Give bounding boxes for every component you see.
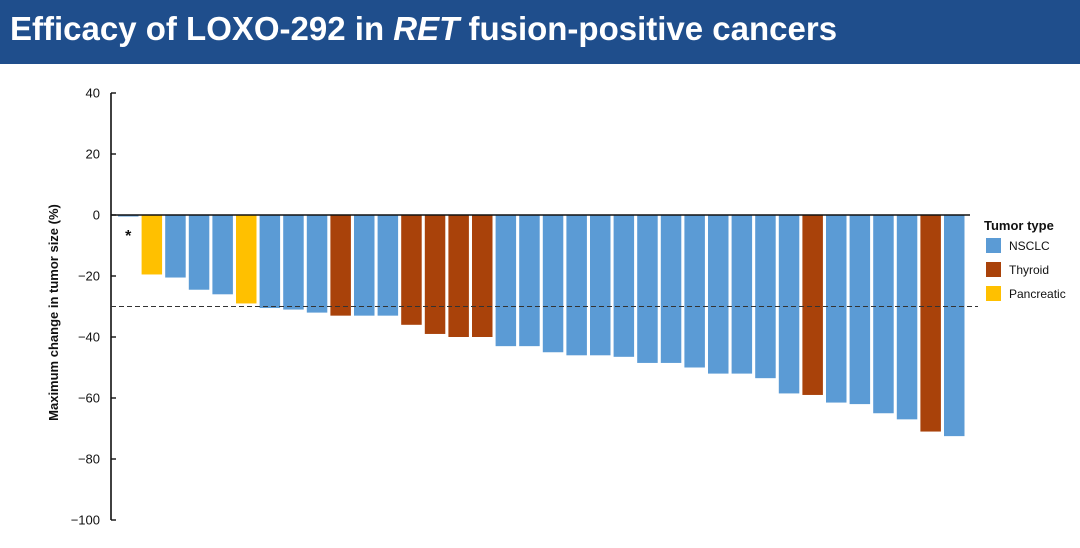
legend-swatch-pancreatic	[986, 286, 1001, 301]
bar-nsclc	[637, 215, 658, 363]
bar-nsclc	[118, 215, 139, 217]
bar-nsclc	[873, 215, 894, 414]
title-text-pre: Efficacy of LOXO-292 in	[10, 10, 394, 47]
y-tick-label: 40	[86, 86, 100, 101]
bar-pancreatic	[141, 215, 163, 275]
bar-nsclc	[566, 215, 587, 356]
legend-label-nsclc: NSCLC	[1009, 239, 1050, 253]
title-text-gene: RET	[393, 10, 460, 47]
asterisk-annotation: *	[125, 228, 132, 245]
bar-nsclc	[708, 215, 729, 374]
bar-nsclc	[896, 215, 918, 420]
slide-title: Efficacy of LOXO-292 in RET fusion-posit…	[10, 9, 837, 49]
bar-nsclc	[660, 215, 682, 363]
y-tick-label: 0	[93, 208, 100, 223]
bar-thyroid	[802, 215, 823, 395]
chart-overlay: *	[111, 214, 978, 307]
bar-nsclc	[684, 215, 705, 368]
waterfall-chart: 40 20 0 −20 −40 −60 −80 −100 Maximum change in t…	[46, 86, 1066, 528]
bar-nsclc	[731, 215, 753, 374]
bar-nsclc	[165, 215, 186, 278]
bar-pancreatic	[236, 215, 257, 304]
bar-nsclc	[259, 215, 281, 309]
bar-nsclc	[944, 215, 965, 437]
y-tick-label: −40	[78, 330, 100, 345]
bar-nsclc	[613, 215, 635, 357]
bar-nsclc	[778, 215, 800, 394]
legend-label-thyroid: Thyroid	[1009, 263, 1049, 277]
bar-thyroid	[472, 215, 493, 337]
bar-thyroid	[401, 215, 422, 325]
bars-group	[118, 215, 965, 437]
bar-nsclc	[377, 215, 399, 316]
bar-nsclc	[212, 215, 233, 295]
bar-thyroid	[424, 215, 446, 334]
y-tick-label: −20	[78, 269, 100, 284]
legend: Tumor type NSCLC Thyroid Pancreatic	[984, 218, 1066, 301]
title-bar: Efficacy of LOXO-292 in RET fusion-posit…	[0, 0, 1080, 64]
bar-nsclc	[283, 215, 304, 310]
y-tick-label: −80	[78, 452, 100, 467]
y-tick-label: 20	[86, 147, 100, 162]
y-axis-label: Maximum change in tumor size (%)	[46, 204, 61, 421]
bar-nsclc	[849, 215, 871, 405]
y-tick-label: −60	[78, 391, 100, 406]
bar-thyroid	[448, 215, 469, 337]
y-tick-label: −100	[71, 513, 100, 528]
legend-title: Tumor type	[984, 218, 1054, 233]
legend-label-pancreatic: Pancreatic	[1009, 287, 1066, 301]
title-text-post: fusion-positive cancers	[459, 10, 838, 47]
bar-nsclc	[519, 215, 540, 347]
bar-nsclc	[826, 215, 847, 403]
bar-nsclc	[495, 215, 517, 347]
bar-nsclc	[590, 215, 611, 356]
y-axis: 40 20 0 −20 −40 −60 −80 −100 Maximum change in t…	[46, 86, 116, 528]
bar-nsclc	[354, 215, 375, 316]
bar-nsclc	[542, 215, 564, 353]
bar-thyroid	[920, 215, 941, 432]
legend-swatch-nsclc	[986, 238, 1001, 253]
bar-thyroid	[330, 215, 351, 316]
bar-nsclc	[306, 215, 328, 313]
legend-swatch-thyroid	[986, 262, 1001, 277]
bar-nsclc	[755, 215, 776, 379]
bar-nsclc	[188, 215, 210, 290]
